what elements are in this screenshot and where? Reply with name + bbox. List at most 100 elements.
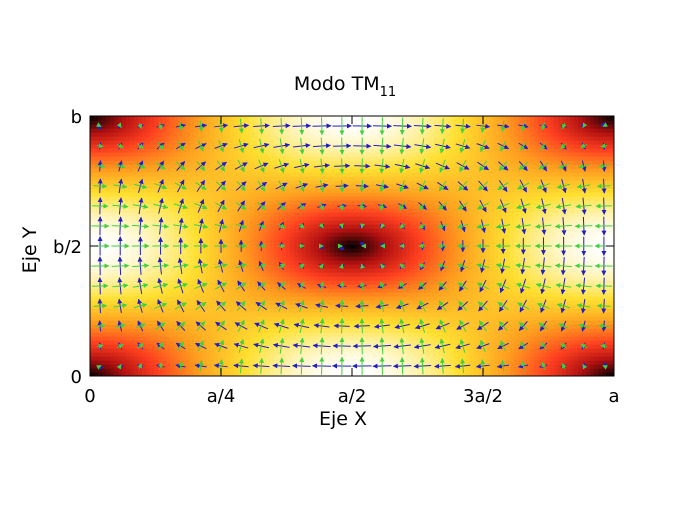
heatmap-cell [566, 344, 571, 349]
heatmap-cell [234, 304, 239, 309]
heatmap-cell [206, 284, 211, 289]
heatmap-cell [206, 364, 211, 369]
heatmap-cell [602, 336, 607, 341]
heatmap-cell [578, 348, 583, 353]
heatmap-cell [266, 248, 271, 253]
heatmap-cell [298, 312, 303, 317]
heatmap-cell [170, 288, 175, 293]
heatmap-cell [266, 328, 271, 333]
heatmap-cell [470, 236, 475, 241]
heatmap-cell [182, 264, 187, 269]
heatmap-cell [270, 276, 275, 281]
heatmap-cell [582, 252, 587, 257]
heatmap-cell [382, 324, 387, 329]
heatmap-cell [162, 328, 167, 333]
heatmap-cell [402, 312, 407, 317]
heatmap-cell [426, 224, 431, 229]
heatmap-cell [386, 224, 391, 229]
heatmap-cell [254, 292, 259, 297]
heatmap-cell [214, 228, 219, 233]
heatmap-cell [546, 336, 551, 341]
heatmap-cell [474, 280, 479, 285]
heatmap-cell [170, 300, 175, 305]
heatmap-cell [162, 236, 167, 241]
heatmap-cell [346, 300, 351, 305]
heatmap-cell [538, 336, 543, 341]
heatmap-cell [114, 280, 119, 285]
heatmap-cell [226, 344, 231, 349]
heatmap-cell [178, 308, 183, 313]
heatmap-cell [378, 292, 383, 297]
heatmap-cell [226, 300, 231, 305]
heatmap-cell [210, 236, 215, 241]
heatmap-cell [558, 256, 563, 261]
heatmap-cell [590, 336, 595, 341]
heatmap-cell [518, 372, 523, 376]
heatmap-cell [478, 352, 483, 357]
heatmap-cell [430, 328, 435, 333]
heatmap-cell [610, 336, 614, 341]
heatmap-cell [494, 320, 499, 325]
heatmap-cell [142, 220, 147, 225]
heatmap-cell [210, 312, 215, 317]
heatmap-cell [458, 332, 463, 337]
heatmap-cell [486, 236, 491, 241]
heatmap-cell [126, 248, 131, 253]
heatmap-cell [406, 244, 411, 249]
heatmap-cell [122, 220, 127, 225]
heatmap-cell [102, 364, 107, 369]
heatmap-cell [286, 328, 291, 333]
heatmap-cell [514, 360, 519, 365]
heatmap-cell [606, 268, 611, 273]
heatmap-cell [478, 328, 483, 333]
heatmap-cell [542, 356, 547, 361]
heatmap-cell [126, 368, 131, 373]
heatmap-cell [334, 300, 339, 305]
heatmap-cell [526, 328, 531, 333]
heatmap-cell [490, 344, 495, 349]
heatmap-cell [330, 224, 335, 229]
heatmap-cell [438, 296, 443, 301]
heatmap-cell [410, 268, 415, 273]
heatmap-cell [438, 232, 443, 237]
heatmap-cell [494, 248, 499, 253]
heatmap-cell [238, 324, 243, 329]
heatmap-cell [186, 332, 191, 337]
heatmap-cell [406, 280, 411, 285]
heatmap-cell [542, 336, 547, 341]
heatmap-cell [526, 268, 531, 273]
heatmap-cell [442, 332, 447, 337]
heatmap-cell [202, 236, 207, 241]
heatmap-cell [474, 360, 479, 365]
heatmap-cell [370, 320, 375, 325]
heatmap-cell [178, 252, 183, 257]
heatmap-cell [234, 296, 239, 301]
heatmap-cell [446, 256, 451, 261]
heatmap-cell [186, 372, 191, 376]
heatmap-cell [186, 248, 191, 253]
heatmap-cell [550, 260, 555, 265]
heatmap-cell [434, 260, 439, 265]
heatmap-cell [434, 300, 439, 305]
heatmap-cell [570, 324, 575, 329]
heatmap-cell [414, 228, 419, 233]
heatmap-cell [110, 364, 115, 369]
heatmap-cell [190, 332, 195, 337]
heatmap-cell [306, 288, 311, 293]
heatmap-cell [450, 348, 455, 353]
heatmap-cell [478, 272, 483, 277]
heatmap-cell [174, 308, 179, 313]
heatmap-cell [270, 268, 275, 273]
heatmap-cell [574, 348, 579, 353]
heatmap-cell [158, 348, 163, 353]
heatmap-cell [370, 368, 375, 373]
heatmap-cell [470, 252, 475, 257]
heatmap-cell [162, 264, 167, 269]
heatmap-cell [506, 276, 511, 281]
heatmap-cell [410, 304, 415, 309]
heatmap-cell [474, 336, 479, 341]
heatmap-cell [258, 336, 263, 341]
heatmap-cell [486, 304, 491, 309]
heatmap-cell [386, 252, 391, 257]
heatmap-cell [494, 260, 499, 265]
